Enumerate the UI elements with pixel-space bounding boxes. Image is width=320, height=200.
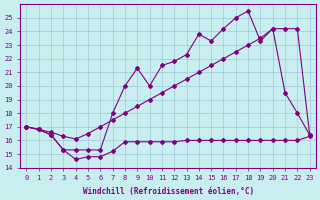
X-axis label: Windchill (Refroidissement éolien,°C): Windchill (Refroidissement éolien,°C) <box>83 187 254 196</box>
